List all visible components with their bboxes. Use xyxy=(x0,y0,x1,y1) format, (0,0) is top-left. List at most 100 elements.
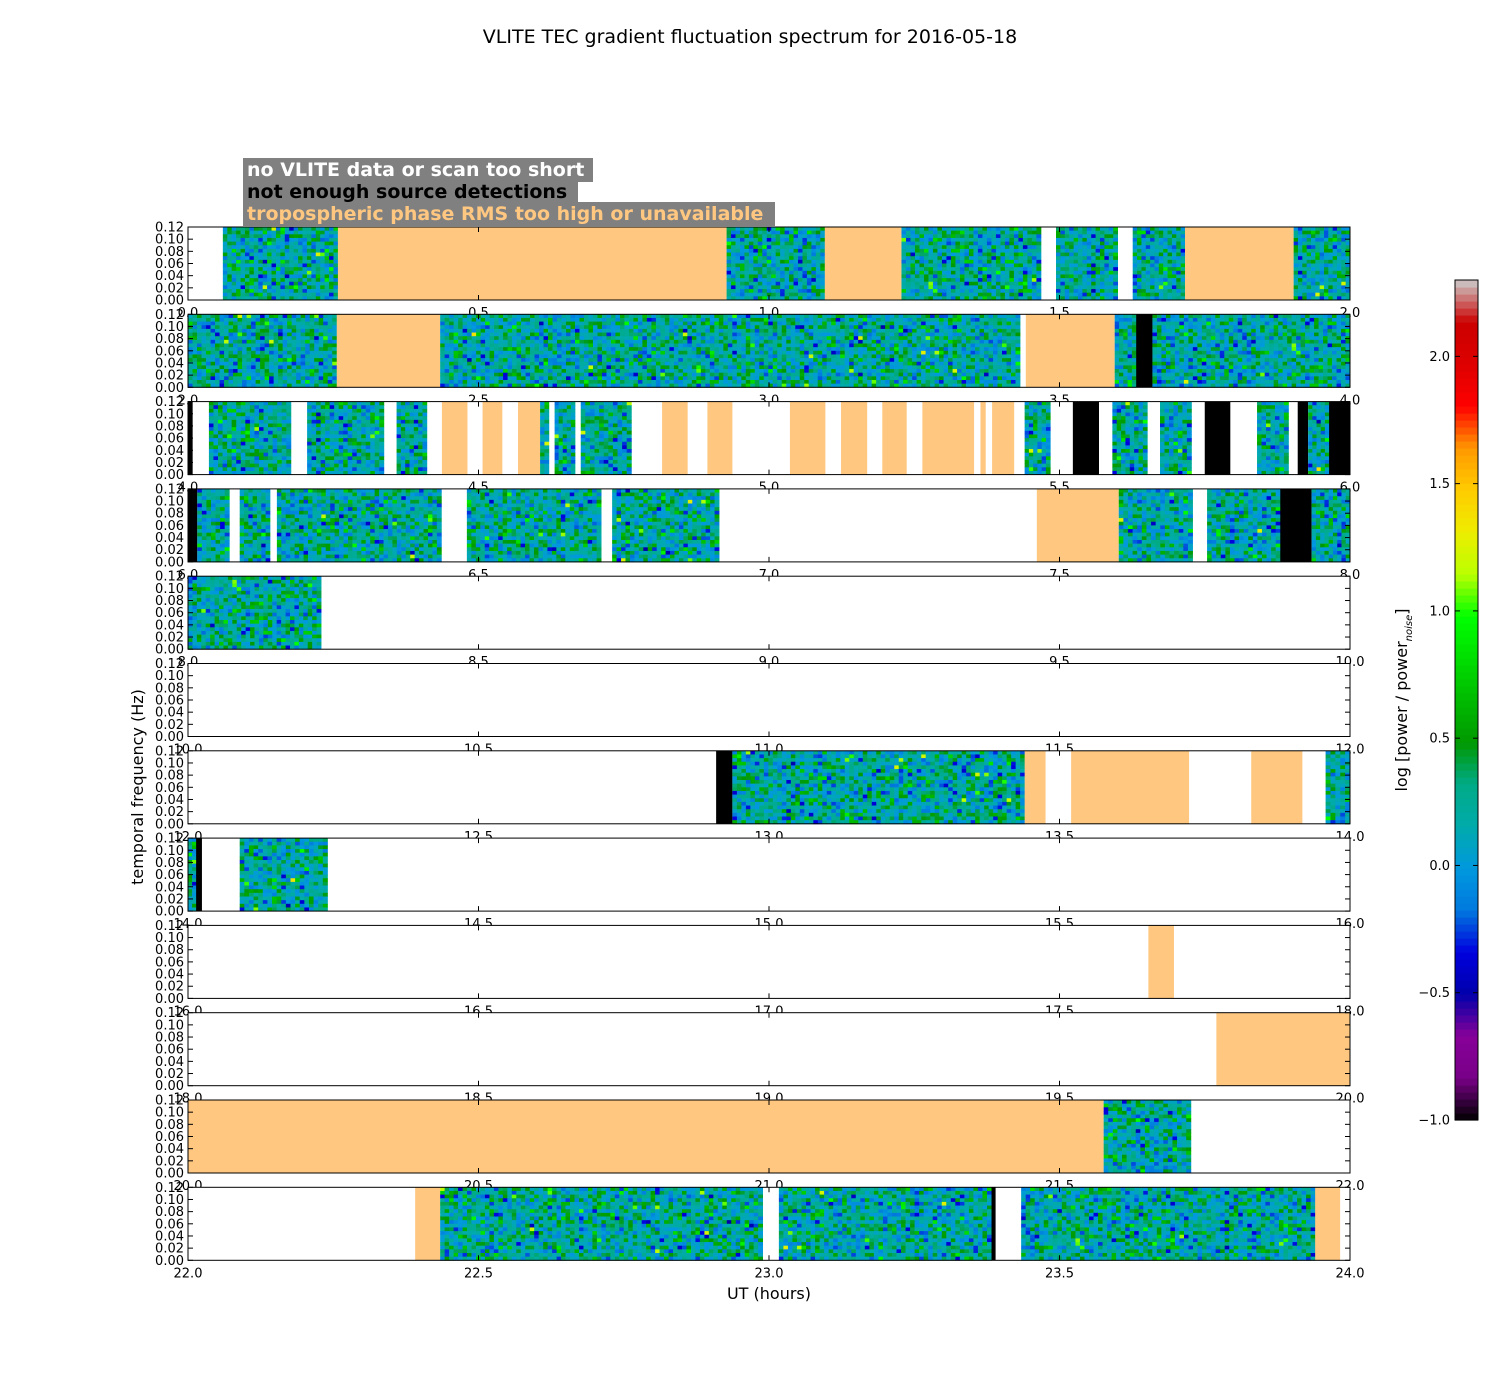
spectrum-cell xyxy=(950,263,956,268)
spectrum-cell xyxy=(233,354,238,359)
spectrum-cell xyxy=(815,234,821,239)
spectrum-cell xyxy=(305,343,311,348)
spectrum-cell xyxy=(923,296,929,301)
spectrum-cell xyxy=(1315,256,1321,261)
spectrum-cell xyxy=(655,376,661,381)
spectrum-cell xyxy=(566,380,571,385)
spectrum-cell xyxy=(858,365,864,370)
spectrum-cell xyxy=(831,376,837,381)
spectrum-cell xyxy=(849,317,855,322)
spectrum-cell xyxy=(610,347,616,352)
spectrum-cell xyxy=(231,292,237,297)
spectrum-cell xyxy=(1108,263,1114,268)
spectrum-cell xyxy=(262,252,268,257)
spectrum-cell xyxy=(678,317,684,322)
spectrum-cell xyxy=(1293,296,1299,301)
spectrum-cell xyxy=(642,361,648,366)
spectrum-cell xyxy=(748,281,754,286)
spectrum-cell xyxy=(592,336,598,341)
spectrum-cell xyxy=(799,328,805,333)
spectrum-cell xyxy=(244,256,250,261)
spectrum-cell xyxy=(1167,259,1173,264)
spectrum-cell xyxy=(637,328,643,333)
legend: no VLITE data or scan too short not enou… xyxy=(243,158,775,226)
spectrum-cell xyxy=(543,339,549,344)
spectrum-cell xyxy=(905,278,911,283)
spectrum-cell xyxy=(1064,252,1070,257)
spectrum-cell xyxy=(901,274,907,279)
spectrum-cell xyxy=(1150,237,1155,242)
spectrum-cell xyxy=(762,230,768,235)
spectrum-cell xyxy=(543,376,549,381)
spectrum-cell xyxy=(1095,281,1101,286)
spectrum-cell xyxy=(227,296,233,301)
spectrum-cell xyxy=(521,380,526,385)
spectrum-cell xyxy=(664,358,670,363)
spectrum-cell xyxy=(822,317,828,322)
spectrum-cell xyxy=(1158,234,1164,239)
spectrum-cell xyxy=(494,354,499,359)
spectrum-cell xyxy=(458,376,464,381)
spectrum-cell xyxy=(275,230,281,235)
spectrum-cell xyxy=(709,339,715,344)
spectrum-cell xyxy=(525,354,531,359)
spectrum-cell xyxy=(831,365,837,370)
spectrum-cell xyxy=(795,369,801,374)
spectrum-cell xyxy=(1056,237,1061,242)
spectrum-cell xyxy=(757,296,763,301)
spectrum-cell xyxy=(1345,274,1351,279)
spectrum-cell xyxy=(757,252,763,257)
spectrum-cell xyxy=(271,274,277,279)
spectrum-cell xyxy=(735,241,741,246)
spectrum-cell xyxy=(682,358,688,363)
spectrum-cell xyxy=(808,358,814,363)
spectrum-cell xyxy=(561,383,567,388)
spectrum-cell xyxy=(242,358,247,363)
spectrum-cell xyxy=(731,289,736,294)
spectrum-cell xyxy=(1319,278,1325,283)
spectrum-cell xyxy=(480,343,486,348)
spectrum-cell xyxy=(1009,237,1015,242)
spectrum-cell xyxy=(1323,292,1329,297)
spectrum-cell xyxy=(923,278,929,283)
spectrum-cell xyxy=(741,339,747,344)
spectrum-cell xyxy=(1297,270,1303,275)
spectrum-cell xyxy=(227,245,233,250)
spectrum-cell xyxy=(480,354,486,359)
spectrum-cell xyxy=(1332,270,1338,275)
spectrum-cell xyxy=(709,354,715,359)
spectrum-cell xyxy=(1176,245,1182,250)
spectrum-cell xyxy=(249,281,255,286)
spectrum-cell xyxy=(287,365,293,370)
spectrum-cell xyxy=(795,365,801,370)
spectrum-cell xyxy=(1150,285,1155,290)
legend-entry-tropo: tropospheric phase RMS too high or unava… xyxy=(247,203,763,225)
spectrum-cell xyxy=(597,314,603,319)
spectrum-cell xyxy=(822,350,828,355)
spectrum-cell xyxy=(723,343,729,348)
spectrum-cell xyxy=(858,343,864,348)
spectrum-cell xyxy=(255,332,261,337)
spectrum-cell xyxy=(982,292,988,297)
spectrum-cell xyxy=(306,245,312,250)
spectrum-cell xyxy=(780,237,785,242)
spectrum-cell xyxy=(780,281,785,286)
spectrum-cell xyxy=(619,380,625,385)
spectrum-cell xyxy=(197,343,202,348)
spectrum-cell xyxy=(327,317,333,322)
spectrum-cell xyxy=(781,325,787,330)
spectrum-cell xyxy=(1163,252,1168,257)
spectrum-cell xyxy=(539,369,544,374)
spectrum-cell xyxy=(1132,289,1138,294)
spectrum-cell xyxy=(862,328,868,333)
spectrum-cell xyxy=(946,230,952,235)
spectrum-cell xyxy=(858,339,864,344)
spectrum-cell xyxy=(1132,274,1138,279)
spectrum-cell xyxy=(1180,289,1186,294)
spectrum-cell xyxy=(240,296,246,301)
spectrum-cell xyxy=(1100,267,1105,272)
spectrum-cell xyxy=(973,248,979,253)
spectrum-cell xyxy=(723,369,729,374)
spectrum-cell xyxy=(1000,252,1006,257)
spectrum-cell xyxy=(723,336,729,341)
